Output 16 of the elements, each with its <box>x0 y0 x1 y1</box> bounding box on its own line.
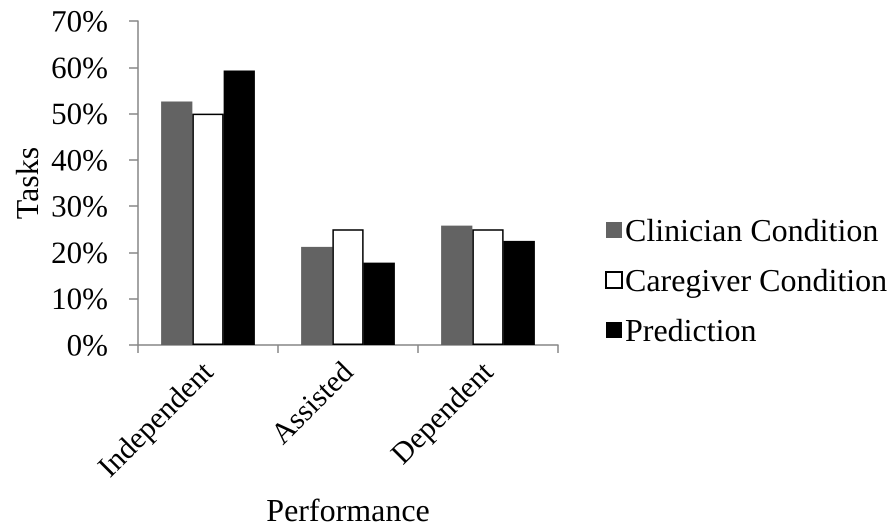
bar <box>441 226 472 345</box>
y-tick-label: 10% <box>51 281 108 316</box>
x-axis-title: Performance <box>266 492 430 528</box>
bar <box>161 102 192 345</box>
y-tick-label: 40% <box>51 142 108 178</box>
y-tick-label: 0% <box>66 328 108 362</box>
legend-label: Prediction <box>625 312 757 348</box>
legend-label: Clinician Condition <box>625 212 878 248</box>
legend-label: Caregiver Condition <box>625 262 888 298</box>
y-tick-label: 60% <box>51 50 108 85</box>
y-tick-label: 20% <box>51 234 108 270</box>
y-tick-label: 50% <box>51 96 108 132</box>
bar <box>301 246 332 345</box>
y-axis-title: Tasks <box>9 146 45 220</box>
y-tick-label: 70% <box>51 4 108 38</box>
y-tick-label: 30% <box>51 188 108 224</box>
